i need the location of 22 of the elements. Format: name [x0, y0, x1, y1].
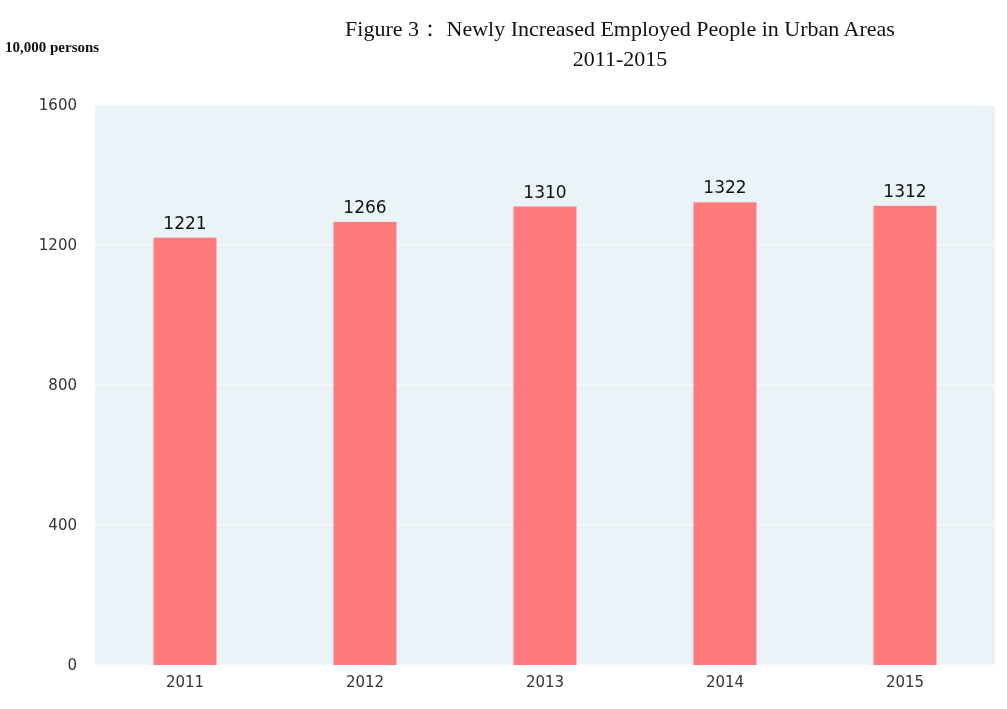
chart-title: Figure 3： Newly Increased Employed People in Urban Areas 2011-2015 [345, 16, 895, 71]
y-tick-label: 1200 [38, 236, 77, 254]
data-label: 1312 [883, 180, 927, 201]
data-label: 1221 [163, 212, 207, 233]
y-tick-label: 400 [48, 516, 77, 534]
bar [873, 205, 937, 665]
data-label: 1310 [523, 181, 567, 202]
x-tick-label: 2013 [525, 673, 565, 691]
y-tick-label: 1600 [38, 96, 77, 114]
bar [333, 221, 397, 665]
x-tick-label: 2015 [885, 673, 925, 691]
y-tick-label: 800 [48, 376, 77, 394]
y-tick-label: 0 [67, 656, 77, 674]
data-label: 1322 [703, 177, 747, 198]
x-tick-label: 2011 [165, 673, 205, 691]
x-tick-label: 2012 [345, 673, 385, 691]
y-axis-title: 10,000 persons [5, 39, 100, 55]
bar [513, 206, 577, 665]
x-tick-label: 2014 [705, 673, 745, 691]
bar [693, 202, 757, 665]
data-label: 1266 [343, 196, 387, 217]
bar [153, 237, 217, 665]
